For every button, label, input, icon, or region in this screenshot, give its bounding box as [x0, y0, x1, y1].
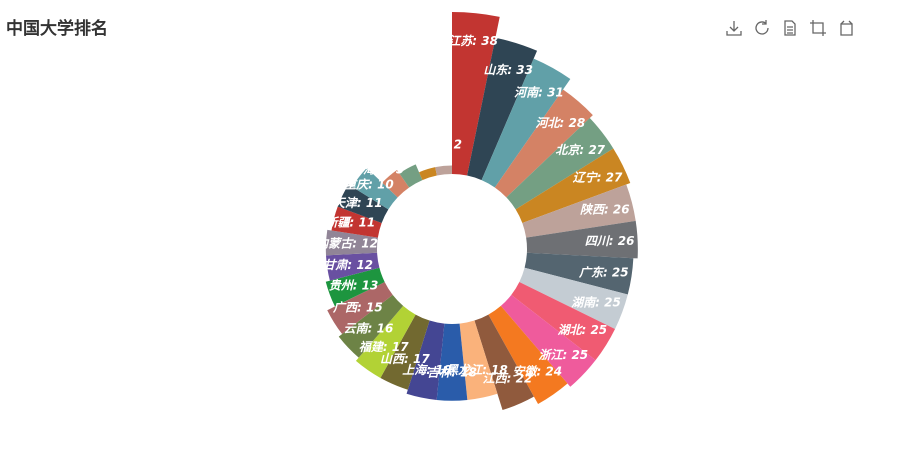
slice-label: 四川: 26	[585, 234, 635, 248]
rose-slice-江苏[interactable]	[452, 12, 500, 176]
rose-slice-甘肃[interactable]	[326, 252, 380, 281]
rose-slice-上海[interactable]	[406, 320, 445, 400]
slice-label: 湖北: 25	[557, 323, 607, 337]
toolbox	[724, 18, 856, 38]
slice-label: 广西: 15	[332, 301, 383, 315]
slice-label: 北京: 27	[555, 143, 605, 157]
download-icon[interactable]	[724, 18, 744, 38]
slice-label: 海南: 5	[363, 162, 404, 176]
rose-slice-江西[interactable]	[474, 314, 534, 411]
slice-label: 天津: 11	[333, 196, 383, 210]
rose-slice-福建[interactable]	[355, 305, 416, 378]
rose-slice-四川[interactable]	[526, 220, 638, 259]
slice-label: 山东: 33	[483, 63, 533, 77]
slice-label: 黑龙江: 18	[446, 363, 508, 377]
slice-label: 湖南: 25	[571, 295, 621, 309]
rose-slice-天津[interactable]	[337, 184, 389, 223]
rose-slice-云南[interactable]	[338, 294, 404, 358]
slice-label: 云南: 16	[344, 321, 394, 335]
slice-label: 贵州: 13	[329, 278, 379, 292]
slice-label: 江苏: 38	[448, 34, 498, 48]
slice-label: 甘肃: 12	[323, 258, 373, 272]
zoom-reset-icon[interactable]	[836, 18, 856, 38]
slice-label: 浙江: 25	[538, 348, 588, 362]
rose-slice-青海[interactable]	[399, 164, 423, 188]
rose-slice-湖北[interactable]	[511, 282, 616, 361]
rose-slice-辽宁[interactable]	[515, 148, 631, 223]
slice-label: 河北: 28	[536, 116, 586, 130]
slice-label: 重庆: 10	[344, 178, 394, 192]
rose-slice-浙江[interactable]	[500, 294, 596, 387]
rose-slice-重庆[interactable]	[352, 167, 398, 210]
slice-label: 河南: 31	[514, 85, 564, 99]
slice-label: 广东: 25	[578, 265, 629, 279]
slice-label: 吉林: 18	[427, 366, 477, 380]
rose-slice-广东[interactable]	[524, 252, 634, 295]
rose-slice-山西[interactable]	[380, 314, 430, 390]
slice-label: 安徽: 24	[512, 365, 562, 379]
rose-slice-广西[interactable]	[327, 282, 393, 335]
slice-label: 江西: 22	[483, 371, 533, 385]
data-view-icon[interactable]	[780, 18, 800, 38]
slice-label: 陕西: 26	[580, 202, 630, 216]
slice-label: 辽宁: 27	[573, 171, 623, 185]
rose-slice-贵州[interactable]	[325, 267, 385, 307]
slice-label: 内蒙古: 12	[316, 237, 378, 251]
rose-slice-西藏[interactable]	[435, 165, 452, 176]
slice-label: 福建: 17	[359, 340, 409, 354]
rose-slice-山东[interactable]	[467, 37, 538, 181]
rose-slice-陕西[interactable]	[522, 184, 636, 238]
zoom-icon[interactable]	[808, 18, 828, 38]
slice-label: 西藏: 2	[421, 138, 462, 152]
rose-slice-黑龙江[interactable]	[459, 320, 498, 400]
refresh-icon[interactable]	[752, 18, 772, 38]
rose-slice-河北[interactable]	[494, 89, 593, 198]
slice-label: 山西: 17	[380, 352, 430, 366]
chart-title: 中国大学排名	[6, 19, 108, 39]
rose-slice-新疆[interactable]	[331, 206, 382, 238]
rose-slice-北京[interactable]	[506, 118, 614, 210]
rose-slice-海南[interactable]	[382, 169, 410, 198]
rose-slice-宁夏[interactable]	[419, 167, 437, 181]
slice-label: 新疆: 11	[326, 216, 376, 230]
rose-slice-河南[interactable]	[481, 58, 571, 188]
slice-label: 上海: 18	[402, 363, 452, 377]
slice-label: 青海: 4	[380, 150, 421, 164]
slice-label: 宁夏: 2	[400, 142, 441, 156]
rose-slice-安徽[interactable]	[488, 305, 568, 405]
rose-slice-吉林[interactable]	[436, 323, 468, 401]
rose-slice-内蒙古[interactable]	[325, 229, 378, 256]
rose-slice-湖南[interactable]	[519, 267, 628, 329]
